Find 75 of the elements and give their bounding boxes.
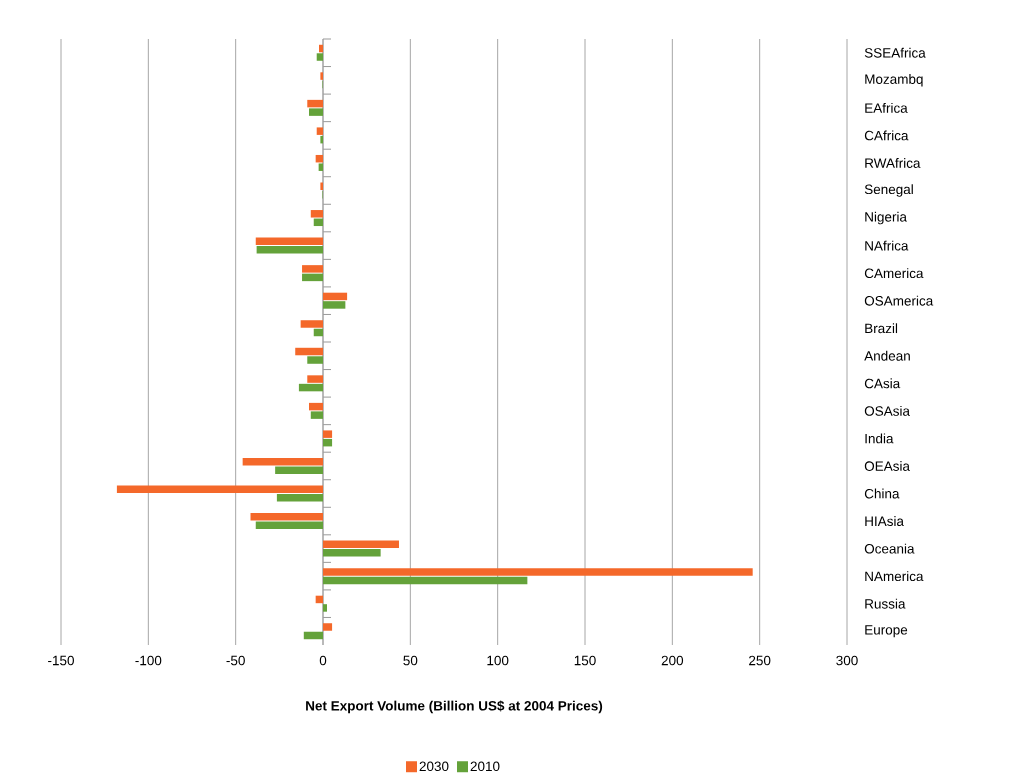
x-tick-label: 0: [319, 655, 327, 666]
bar: [300, 320, 323, 328]
bar: [323, 568, 753, 576]
y-tick-label: CAsia: [864, 378, 901, 389]
x-tick-label: 50: [403, 655, 418, 666]
bar: [302, 265, 323, 273]
bar: [313, 218, 323, 227]
bar: [323, 301, 346, 309]
y-tick-label: RWAfrica: [865, 158, 921, 168]
bar: [323, 549, 381, 557]
bar: [316, 53, 323, 61]
x-tick-label: -150: [48, 655, 74, 666]
bar: [275, 466, 323, 474]
bar: [276, 494, 323, 502]
bar: [298, 383, 323, 392]
y-tick-label: Brazil: [865, 323, 898, 334]
bar: [313, 328, 323, 337]
bar: [309, 402, 323, 411]
bar: [255, 237, 323, 246]
y-tick-label: HIAsia: [865, 516, 904, 526]
y-tick-label: EAfrica: [865, 102, 908, 113]
bar: [307, 375, 323, 383]
x-tick-label: -100: [135, 655, 162, 666]
y-tick-label: OSAsia: [864, 405, 910, 416]
x-tick-label: 100: [487, 655, 509, 666]
bar: [309, 108, 323, 116]
bar: [318, 44, 323, 53]
bar: [320, 182, 323, 190]
bar: [323, 623, 333, 631]
y-tick-label: Andean: [864, 350, 910, 361]
bar: [310, 411, 323, 419]
bar: [250, 513, 323, 521]
bar: [303, 631, 323, 640]
bar: [323, 540, 399, 549]
bar: [320, 72, 323, 80]
bar: [255, 521, 323, 530]
bar: [323, 430, 333, 438]
y-tick-label: Oceania: [864, 543, 915, 554]
x-tick-label: 300: [836, 655, 858, 666]
y-tick-label: Senegal: [864, 184, 913, 197]
y-tick-label: OSAmerica: [864, 295, 934, 306]
y-tick-label: Mozambq: [865, 74, 923, 87]
y-tick-label: SSEAfrica: [864, 47, 926, 58]
bar: [323, 292, 348, 301]
y-tick-label: India: [865, 433, 894, 444]
y-tick-label: NAfrica: [865, 240, 909, 251]
bar: [307, 356, 323, 364]
y-tick-label: Russia: [865, 598, 906, 609]
bar: [295, 347, 323, 356]
bar: [316, 127, 323, 135]
x-axis-title: Net Export Volume (Billion US$ at 2004 Prices): [306, 700, 603, 714]
bar: [116, 485, 323, 494]
y-tick-label: CAfrica: [864, 130, 909, 141]
legend-label: 2010: [470, 761, 500, 772]
x-tick-label: 200: [661, 655, 684, 666]
bar: [310, 210, 323, 218]
bar: [323, 576, 528, 585]
y-tick-label: OEAsia: [864, 461, 910, 471]
y-tick-label: China: [864, 488, 900, 499]
bar: [323, 438, 333, 447]
x-tick-label: 150: [574, 655, 596, 666]
bar: [320, 135, 323, 144]
legend-label: 2030: [419, 761, 449, 772]
x-tick-label: -50: [226, 655, 245, 666]
y-tick-label: Europe: [865, 625, 908, 638]
y-tick-label: CAmerica: [864, 268, 924, 279]
bar: [302, 273, 323, 282]
y-tick-label: NAmerica: [865, 571, 924, 582]
y-tick-label: Nigeria: [865, 211, 907, 225]
bar: [323, 604, 328, 612]
bar: [307, 99, 323, 108]
bar: [318, 163, 323, 171]
x-tick-label: 250: [749, 655, 771, 666]
bar: [256, 246, 323, 254]
bar: [242, 457, 323, 466]
